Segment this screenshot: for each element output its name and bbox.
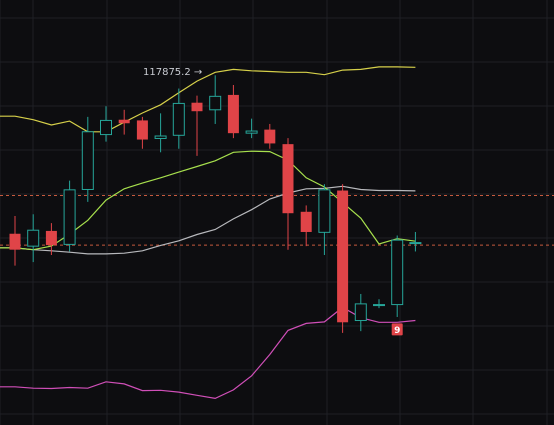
candle-body [264, 129, 276, 144]
candle [100, 106, 112, 142]
candle-body [373, 304, 385, 307]
candle-body [282, 144, 294, 214]
candle [136, 116, 148, 149]
candle-body [391, 239, 404, 306]
upper-band-line [0, 66, 416, 133]
candle-body [9, 233, 21, 250]
candle-body [154, 135, 167, 139]
candle [264, 123, 276, 149]
candle-body [354, 303, 367, 322]
candle [9, 216, 21, 266]
candle [245, 118, 258, 139]
lower-band-line [0, 306, 416, 400]
candle-body [209, 95, 222, 111]
candle [318, 184, 331, 255]
candle-body [45, 230, 57, 246]
candle [154, 113, 167, 153]
candle [191, 95, 203, 156]
moving-average-line [0, 185, 416, 255]
candle-body [409, 242, 422, 245]
candle [337, 184, 349, 333]
price-level-lines [0, 195, 554, 246]
candle [373, 299, 385, 309]
candle-body [191, 102, 203, 112]
candle-body [136, 120, 148, 140]
marker-badge-label: 9 [394, 326, 400, 336]
candle-body [227, 94, 239, 134]
candle [282, 138, 294, 250]
candle-body [100, 119, 112, 136]
candle-body [81, 131, 94, 190]
candle [209, 75, 222, 124]
marker-badge: 9 [391, 323, 403, 336]
candle [63, 180, 76, 252]
candle-body [318, 189, 331, 233]
middle-band-line [0, 150, 416, 251]
candle-body [337, 190, 349, 323]
candle [118, 109, 130, 135]
indicator-lines [0, 66, 416, 400]
candle-body [245, 130, 258, 134]
candle [354, 293, 367, 332]
candle-body [118, 119, 130, 124]
candle [227, 85, 239, 139]
candles-layer [9, 75, 422, 333]
candle [81, 116, 94, 202]
candle-body [172, 102, 185, 136]
candle [45, 223, 57, 255]
candle [409, 231, 422, 252]
candle [27, 214, 40, 263]
candle-body [300, 211, 312, 232]
candle [172, 88, 185, 149]
candle-body [27, 229, 40, 247]
candle [300, 205, 312, 247]
candle [391, 235, 404, 317]
annotations-layer: 117875.2 → 9 [143, 67, 403, 336]
candle-body [63, 189, 76, 245]
marker-badge-bg [391, 323, 403, 336]
high-price-label: 117875.2 → [143, 67, 202, 78]
